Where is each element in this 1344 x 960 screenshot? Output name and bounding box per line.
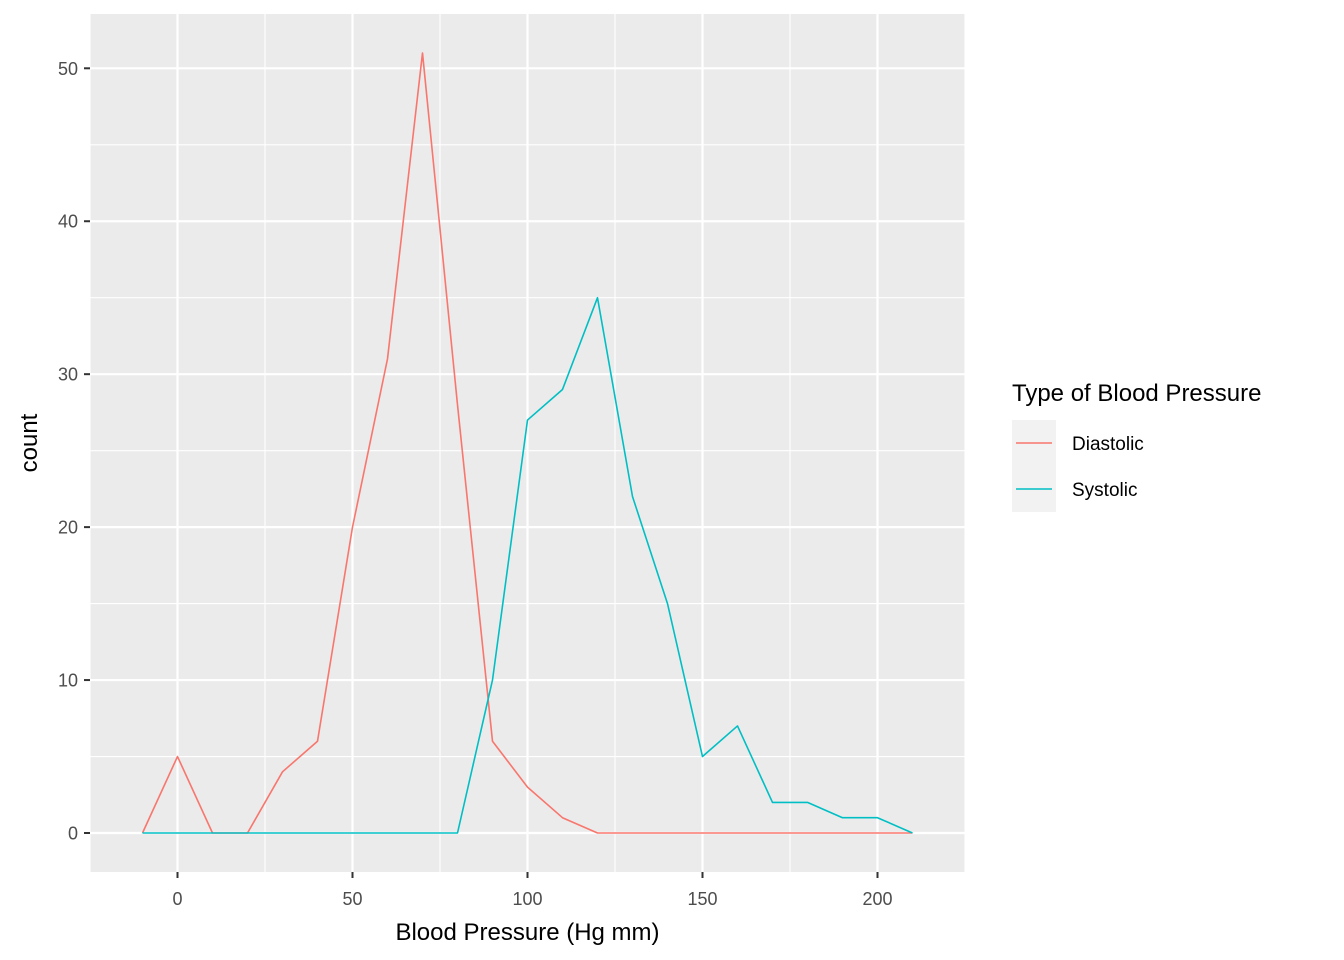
x-tick-label: 50 (342, 889, 362, 909)
legend: Type of Blood Pressure Diastolic Systolic (1012, 380, 1261, 512)
y-tick-label: 30 (58, 365, 78, 385)
y-axis-title: count (16, 413, 43, 472)
y-tick-label: 20 (58, 518, 78, 538)
series-line-diastolic (141, 52, 913, 834)
y-tick-label: 50 (58, 59, 78, 79)
x-tick-label: 0 (172, 889, 182, 909)
legend-label-systolic: Systolic (1072, 480, 1137, 501)
series-line-systolic (142, 296, 913, 834)
major-grid (90, 14, 965, 872)
y-tick-label: 10 (58, 671, 78, 691)
x-tick-label: 150 (687, 889, 717, 909)
legend-label-diastolic: Diastolic (1072, 434, 1144, 455)
y-tick-label: 40 (58, 212, 78, 232)
y-tick-label: 0 (68, 824, 78, 844)
x-tick-label: 200 (862, 889, 892, 909)
series-lines (141, 52, 913, 834)
x-tick-label: 100 (512, 889, 542, 909)
legend-title: Type of Blood Pressure (1012, 380, 1261, 407)
y-axis: 0 10 20 30 40 50 (58, 59, 90, 844)
x-axis-title: Blood Pressure (Hg mm) (395, 919, 659, 946)
x-axis: 0 50 100 150 200 (172, 872, 893, 909)
